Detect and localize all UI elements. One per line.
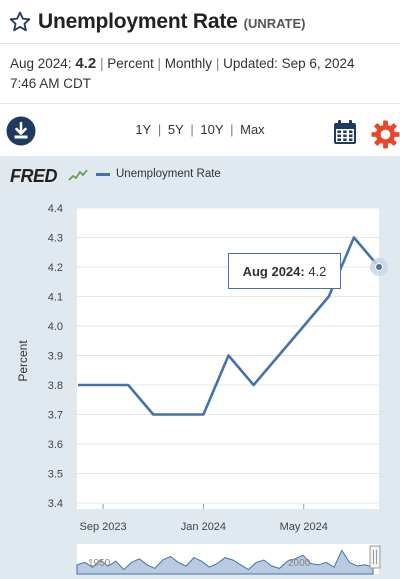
y-tick-label: 4.1 xyxy=(48,292,63,304)
calendar-icon[interactable] xyxy=(333,119,357,145)
y-tick-label: 4.0 xyxy=(48,321,63,333)
range-10y[interactable]: 10Y xyxy=(200,122,224,137)
y-tick-label: 4.3 xyxy=(48,233,63,245)
series-line xyxy=(78,236,380,416)
observation-period: Aug 2024: xyxy=(10,56,72,71)
line-chart[interactable]: 4.4 4.3 4.2 4.1 4.0 3.9 3.8 3.7 3.6 3.5 3.4 Sep 20… xyxy=(0,156,400,579)
hover-point[interactable] xyxy=(375,263,383,271)
tooltip-label: Aug 2024: xyxy=(242,263,305,279)
range-1y[interactable]: 1Y xyxy=(135,122,152,137)
updated-label: Updated: xyxy=(223,56,278,71)
updated-date: Sep 6, 2024 xyxy=(281,56,355,71)
y-tick-label: 3.6 xyxy=(48,439,63,451)
x-tick-label: May 2024 xyxy=(280,521,328,533)
gear-icon[interactable] xyxy=(371,120,400,149)
legend-label: Unemployment Rate xyxy=(116,168,221,180)
y-tick-label: 3.9 xyxy=(48,351,63,363)
y-tick-label: 3.7 xyxy=(48,410,63,422)
fred-logo-spark-icon xyxy=(68,168,88,182)
navigator-handle[interactable] xyxy=(369,545,381,569)
tooltip-value: 4.2 xyxy=(308,263,327,279)
navigator-label-1950: 1950 xyxy=(88,558,111,569)
navigator-label-2000: 2000 xyxy=(288,558,311,569)
series-header: Unemployment Rate (UNRATE) xyxy=(0,0,400,44)
y-tick-label: 3.4 xyxy=(48,498,63,510)
range-5y[interactable]: 5Y xyxy=(167,122,184,137)
series-id: (UNRATE) xyxy=(243,16,306,31)
y-axis-label: Percent xyxy=(16,340,30,382)
y-tick-label: 3.8 xyxy=(48,380,63,392)
y-tick-label: 3.5 xyxy=(48,469,63,481)
series-meta: Aug 2024: 4.2 | Percent | Monthly | Upda… xyxy=(0,44,400,104)
y-tick-label: 4.4 xyxy=(48,203,63,215)
legend-swatch xyxy=(96,172,110,176)
chart-legend: Unemployment Rate xyxy=(96,168,221,180)
star-icon[interactable] xyxy=(8,10,32,34)
y-tick-label: 4.2 xyxy=(48,262,63,274)
units-text: Percent xyxy=(107,56,154,71)
download-icon[interactable] xyxy=(6,116,36,146)
range-max[interactable]: Max xyxy=(240,122,265,137)
updated-time: 7:46 AM CDT xyxy=(10,76,92,91)
navigator-series xyxy=(76,549,374,575)
date-range-selector: 1Y | 5Y | 10Y | Max xyxy=(135,122,265,137)
x-tick-label: Sep 2023 xyxy=(80,521,127,533)
x-tick-label: Jan 2024 xyxy=(181,521,226,533)
observation-value: 4.2 xyxy=(75,55,97,72)
chart-toolbar: 1Y | 5Y | 10Y | Max xyxy=(0,104,400,156)
fred-logo: FRED xyxy=(10,166,58,186)
data-tooltip: Aug 2024: 4.2 xyxy=(228,253,341,289)
page-title: Unemployment Rate xyxy=(38,9,238,33)
frequency-text: Monthly xyxy=(164,56,213,71)
chart-panel: FRED Unemployment Rate 4.4 4.3 4.2 4.1 4.0 3.… xyxy=(0,156,400,579)
